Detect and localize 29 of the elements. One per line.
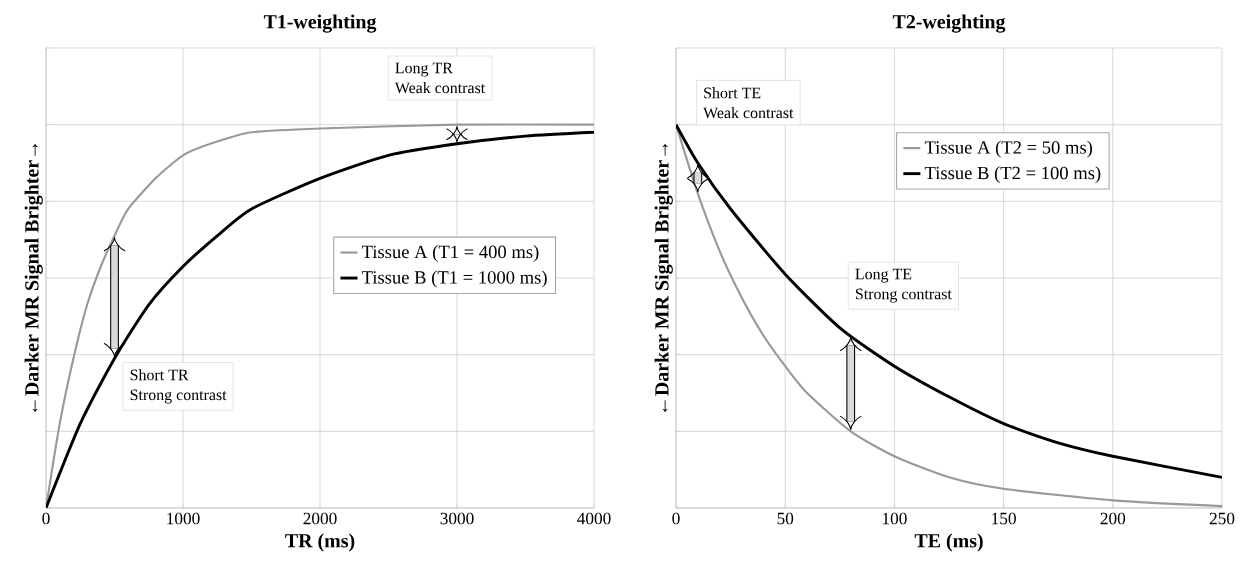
- x-tick-label: 200: [1100, 512, 1126, 525]
- x-axis-title: TE (ms): [914, 533, 983, 552]
- annotation: Long TE: [855, 268, 912, 283]
- x-tick-label: 0: [672, 512, 680, 525]
- x-tick-label: 2000: [303, 512, 337, 525]
- text: Short TE: [704, 87, 761, 99]
- legend-label: Tissue B (T1 = 1000 ms): [361, 270, 547, 288]
- x-tick-label: 250: [1209, 512, 1235, 525]
- x-axis-title: TR (ms): [285, 533, 355, 552]
- legend-label: Tissue A (T1 = 400 ms): [361, 245, 539, 262]
- x-tick-label: 0: [42, 512, 50, 525]
- text: Long TR: [395, 62, 453, 77]
- x-tick-label: 100: [882, 512, 907, 525]
- annotation: Strong contrast: [855, 288, 952, 303]
- x-tick-label: 1000: [167, 512, 200, 525]
- x-tick-label: 3000: [440, 512, 474, 525]
- annotation: Short TR: [130, 369, 189, 381]
- y-axis-title: ←Darker MR Signal Brighter→: [654, 143, 673, 412]
- legend-label: Tissue B (T2 = 100 ms): [924, 166, 1101, 184]
- text: Weak contrast: [394, 82, 486, 94]
- y-axis-title: ←Darker MR Signal Brighter→: [24, 143, 43, 412]
- x-tick-label: 50: [777, 512, 794, 525]
- chart-title: T2-weighting: [892, 14, 1006, 33]
- x-tick-label: 4000: [577, 512, 611, 525]
- x-tick-label: 150: [992, 512, 1016, 525]
- chart-title: T1-weighting: [263, 14, 377, 33]
- annotation: Strong contrast: [130, 389, 227, 404]
- legend-label: Tissue A (T2 = 50 ms): [924, 140, 1093, 158]
- text: Weak contrast: [703, 107, 794, 119]
